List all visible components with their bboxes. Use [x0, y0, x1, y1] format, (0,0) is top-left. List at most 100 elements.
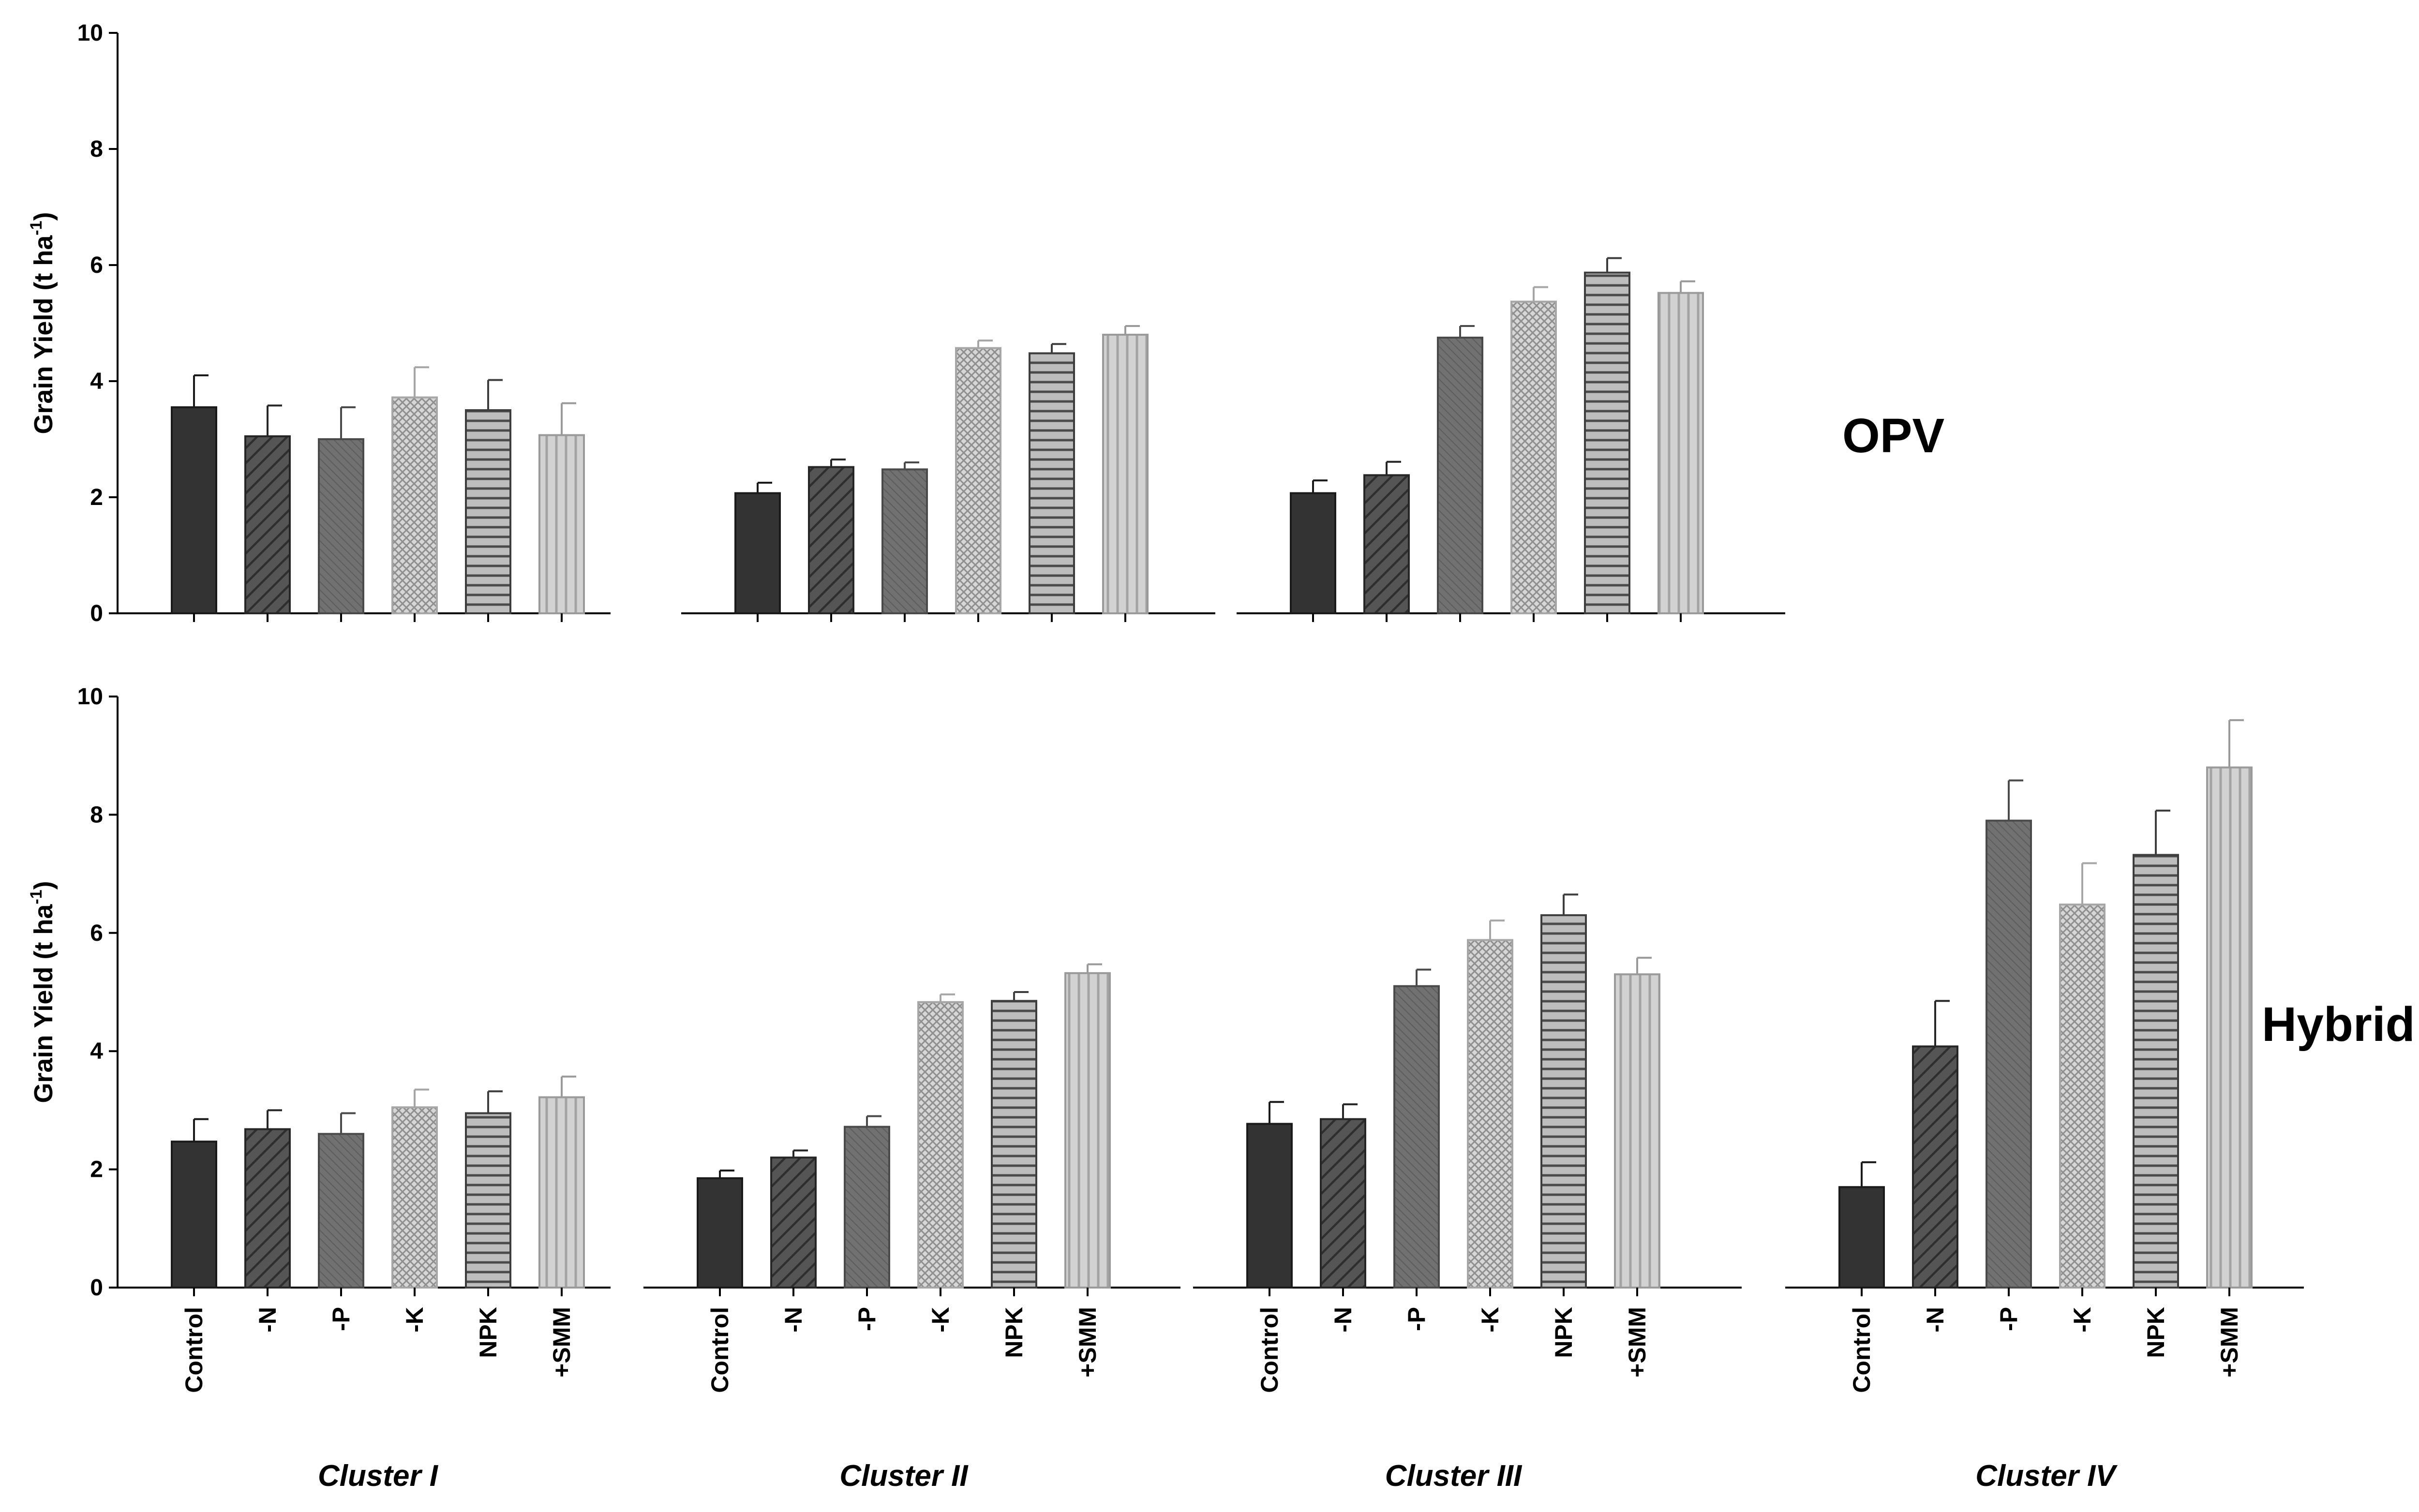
bar-minus-p [844, 1126, 890, 1289]
bar-smm [1614, 973, 1660, 1289]
bar-control [171, 1141, 217, 1289]
bar-smm [1064, 972, 1111, 1289]
bar-minus-n [244, 1128, 291, 1289]
y-tick-label: 6 [90, 920, 103, 946]
cluster-2 [681, 325, 1215, 622]
cluster-label: Cluster I [318, 1459, 439, 1493]
category-label-npk: NPK [2142, 1307, 2169, 1358]
y-axis-label: Grain Yield (t ha-1) [27, 881, 58, 1103]
bar-minus-n [770, 1156, 817, 1289]
category-label-npk: NPK [1000, 1307, 1028, 1358]
category-label-minus-p: -P [853, 1307, 881, 1331]
category-label-minus-k: -K [1477, 1307, 1504, 1333]
bar-npk [1029, 352, 1075, 614]
y-axis-label-close: ) [29, 881, 58, 889]
y-tick-label: 10 [77, 20, 103, 46]
panel-group-label: Hybrid [2262, 997, 2415, 1052]
bar-minus-p [1393, 985, 1440, 1289]
cluster-label: Cluster IV [1975, 1459, 2118, 1493]
category-label-npk: NPK [475, 1307, 502, 1358]
y-tick-label: 6 [90, 252, 103, 278]
category-label-minus-n: -N [780, 1307, 807, 1333]
category-label-control: Control [180, 1307, 208, 1393]
y-tick-label: 2 [90, 485, 103, 510]
bar-npk [991, 1000, 1037, 1289]
bar-minus-n [1320, 1118, 1366, 1289]
panel-opv: 0 2 4 6 8 10 Grain Yield (t ha-1) OPV [27, 20, 1944, 626]
bar-control [697, 1177, 743, 1289]
bar-minus-k [2059, 904, 2105, 1289]
cluster-4: Control -N -P -K NPK +SMM Cluster IV [1785, 719, 2304, 1493]
bar-minus-k [391, 1106, 438, 1289]
cluster-3: Control -N -P -K NPK +SMM Cluster III [1193, 893, 1742, 1493]
panel-group-label: OPV [1842, 409, 1944, 463]
bar-minus-p [1437, 337, 1483, 614]
category-label-minus-k: -K [401, 1307, 428, 1333]
bar-minus-n [1363, 474, 1410, 615]
category-label-smm: +SMM [2216, 1307, 2243, 1378]
y-axis-label: Grain Yield (t ha-1) [27, 212, 58, 434]
bar-npk [2133, 854, 2179, 1289]
category-label-control: Control [706, 1307, 733, 1393]
y-tick-label: 0 [90, 601, 103, 626]
bar-control [171, 406, 217, 614]
cluster-3 [1237, 257, 1785, 622]
bar-minus-k [1510, 300, 1557, 614]
bar-minus-p [318, 438, 364, 614]
category-label-minus-p: -P [1995, 1307, 2022, 1331]
category-label-control: Control [1848, 1307, 1875, 1393]
y-tick-label: 4 [90, 369, 103, 394]
cluster-label: Cluster II [839, 1459, 969, 1493]
category-label-minus-p: -P [328, 1307, 355, 1331]
bar-minus-n [244, 435, 291, 614]
bar-smm [538, 434, 585, 614]
category-label-minus-k: -K [927, 1307, 954, 1333]
cluster-label: Cluster III [1385, 1459, 1523, 1493]
bar-minus-p [318, 1133, 364, 1289]
bar-control [734, 492, 781, 614]
bar-npk [465, 409, 511, 614]
bar-npk [1540, 914, 1587, 1289]
bar-minus-k [955, 347, 1001, 614]
y-axis-label-main: Grain Yield (t ha [29, 904, 58, 1103]
category-label-minus-p: -P [1403, 1307, 1430, 1331]
y-axis-label-sup: -1 [27, 221, 45, 235]
bar-minus-n [808, 466, 854, 614]
y-axis-label-main: Grain Yield (t ha [29, 235, 58, 434]
category-label-minus-n: -N [254, 1307, 281, 1333]
cluster-2: Control -N -P -K NPK +SMM Cluster II [643, 963, 1180, 1493]
cluster-1: Control -N -P -K NPK +SMM Cluster I [118, 1075, 611, 1493]
bar-minus-k [1467, 939, 1513, 1289]
bar-npk [465, 1112, 511, 1289]
category-label-smm: +SMM [1624, 1307, 1651, 1378]
category-label-smm: +SMM [1074, 1307, 1101, 1378]
y-tick-label: 0 [90, 1275, 103, 1301]
category-label-minus-k: -K [2069, 1307, 2096, 1333]
y-tick-label: 4 [90, 1038, 103, 1064]
bar-npk [1584, 271, 1630, 614]
category-label-control: Control [1256, 1307, 1283, 1393]
bar-smm [2206, 766, 2253, 1289]
y-tick-label: 10 [77, 684, 103, 710]
bar-control [1838, 1186, 1885, 1289]
category-label-minus-n: -N [1922, 1307, 1949, 1333]
bar-minus-k [391, 396, 438, 614]
bar-control [1290, 492, 1336, 614]
y-tick-label: 8 [90, 802, 103, 828]
bar-smm [1102, 334, 1149, 614]
y-tick-label: 2 [90, 1157, 103, 1183]
category-label-npk: NPK [1550, 1307, 1577, 1358]
y-axis-label-close: ) [29, 212, 58, 221]
bar-smm [1657, 292, 1704, 614]
category-label-smm: +SMM [548, 1307, 575, 1378]
y-tick-label: 8 [90, 136, 103, 162]
bar-minus-k [917, 1001, 964, 1289]
bar-control [1246, 1123, 1293, 1289]
category-label-minus-n: -N [1329, 1307, 1357, 1333]
bar-minus-p [881, 468, 928, 615]
y-axis-label-sup: -1 [27, 889, 45, 904]
bar-minus-p [1986, 819, 2032, 1289]
